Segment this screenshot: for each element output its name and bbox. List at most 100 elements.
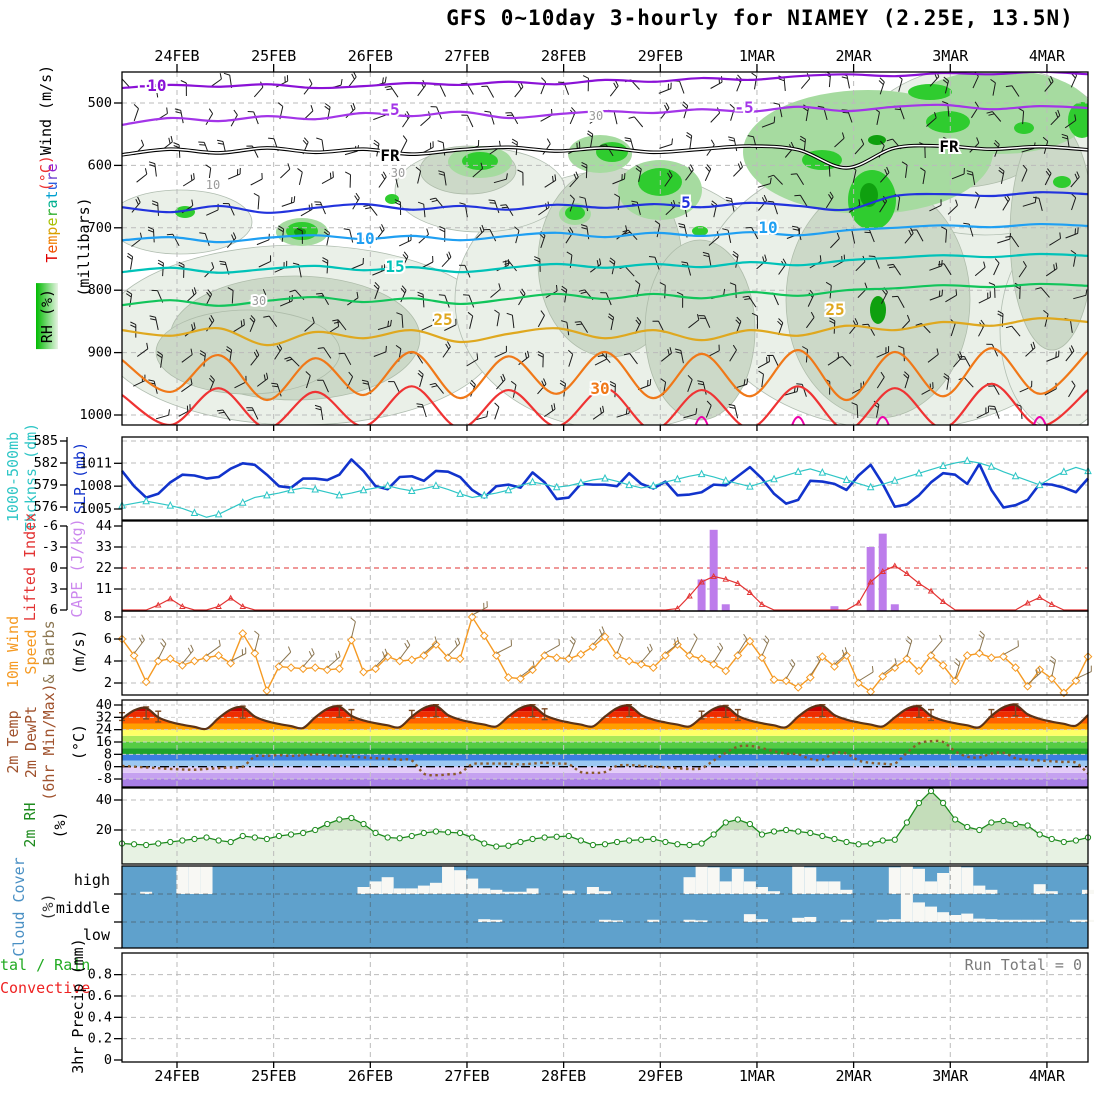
wind-barb: [561, 320, 570, 336]
thickness-marker: [890, 476, 899, 484]
wind-speed-marker: [298, 664, 308, 674]
rh-blob: [1053, 176, 1071, 188]
wind-barb: [502, 260, 517, 272]
wind-barb: [751, 312, 758, 329]
wind-barb: [278, 646, 292, 665]
panel-border: [121, 520, 1089, 612]
li-marker: [686, 592, 693, 599]
wind-barb: [384, 85, 399, 98]
wind-barb: [794, 194, 808, 207]
rh-marker: [324, 820, 331, 828]
cloud-bar: [816, 881, 829, 894]
temp-band: [122, 729, 1088, 736]
wind-barb: [1050, 109, 1061, 126]
cloud-bar: [985, 919, 998, 922]
wind-speed-marker: [431, 640, 441, 649]
wind-barb: [903, 371, 910, 389]
cloud-bar: [405, 888, 418, 894]
wind-speed-marker: [612, 651, 622, 660]
temp-band: [122, 705, 1088, 712]
cape-bar: [890, 604, 899, 611]
rh-blob: [385, 194, 399, 204]
cloud-bar: [755, 919, 768, 922]
cloud-bar: [490, 919, 503, 922]
cloud-bar: [912, 868, 925, 894]
wind-barb: [147, 226, 155, 243]
wind-barb: [1049, 232, 1061, 246]
thickness-marker: [770, 474, 778, 483]
wind-barb: [930, 634, 943, 654]
wind-barb: [157, 259, 164, 277]
contour-label: 25: [825, 300, 844, 319]
rh-blob: [155, 309, 341, 395]
cloud-bar: [925, 881, 938, 894]
contour-label: 15: [385, 257, 404, 276]
wind-speed-marker: [781, 676, 791, 686]
rh-marker: [529, 835, 536, 843]
panel-border: [121, 436, 1089, 521]
wind-barb: [920, 167, 926, 185]
wind-barb: [517, 169, 524, 186]
tick-label: 11: [96, 581, 112, 597]
cloud-bar: [961, 913, 974, 922]
rh-marker: [1048, 835, 1055, 843]
rh-marker: [1000, 817, 1007, 825]
contour--5: [122, 103, 1088, 126]
wind-speed-marker: [129, 651, 139, 660]
thickness-marker: [625, 480, 633, 489]
wind-speed-marker: [974, 648, 984, 658]
wind-barb: [520, 660, 535, 678]
cloud-bar: [683, 919, 696, 922]
wind-barb: [742, 295, 757, 308]
wind-barb: [438, 294, 450, 308]
date-label-bottom: 26FEB: [348, 1067, 393, 1085]
wind-barb: [496, 373, 506, 390]
wind-barb: [1003, 640, 1019, 656]
wind-speed-marker: [878, 672, 888, 681]
wind-barb: [514, 81, 524, 98]
wind-barb: [471, 601, 488, 616]
rh-marker: [1024, 822, 1031, 829]
tick-label: 0: [104, 759, 112, 775]
wind-speed-marker: [588, 642, 598, 652]
wind-barb: [927, 348, 939, 363]
wind-barb: [858, 666, 874, 682]
thickness-marker: [407, 486, 416, 494]
wind-barb: [199, 350, 206, 367]
cloud-bar: [1033, 919, 1046, 922]
li-marker: [698, 578, 705, 585]
upper-air-panel: -10 -5 -5 FR FR 5 10 10 15 25 25 30 10 30 30 30 500 600 70…: [79, 47, 1089, 431]
thickness-marker: [311, 484, 320, 493]
contour-label: 30: [590, 379, 609, 398]
rh-marker: [746, 820, 754, 828]
wind-barb: [400, 285, 407, 303]
thickness-marker: [456, 489, 464, 497]
wind-barb: [664, 170, 673, 187]
wind-barb: [660, 347, 672, 362]
cloud-bar: [888, 867, 901, 894]
contour-label: 30: [589, 109, 603, 123]
thickness-marker: [432, 481, 440, 489]
cloud-bar: [514, 891, 527, 894]
rh-marker: [613, 838, 621, 846]
thickness-marker: [552, 482, 561, 491]
rh-marker: [758, 831, 766, 838]
wind-barb: [592, 626, 605, 646]
cloud-bar: [961, 867, 974, 894]
wind-speed-marker: [926, 651, 936, 660]
thickness-marker: [1060, 467, 1068, 475]
rh-marker: [1036, 831, 1043, 838]
cloud-bars-high: [140, 866, 1094, 894]
wind-barb: [375, 648, 388, 668]
wind-barb: [429, 382, 444, 394]
wind-barb: [317, 347, 332, 359]
rh-marker: [915, 799, 923, 807]
wind-barb: [249, 315, 256, 332]
wind-barb: [773, 102, 783, 118]
wind-barb: [463, 294, 475, 308]
wind-barb: [373, 345, 387, 357]
rh-marker: [698, 840, 705, 847]
wind-barb: [352, 192, 360, 210]
wind-speed-marker: [830, 662, 839, 671]
wind-speed-marker: [914, 666, 924, 676]
